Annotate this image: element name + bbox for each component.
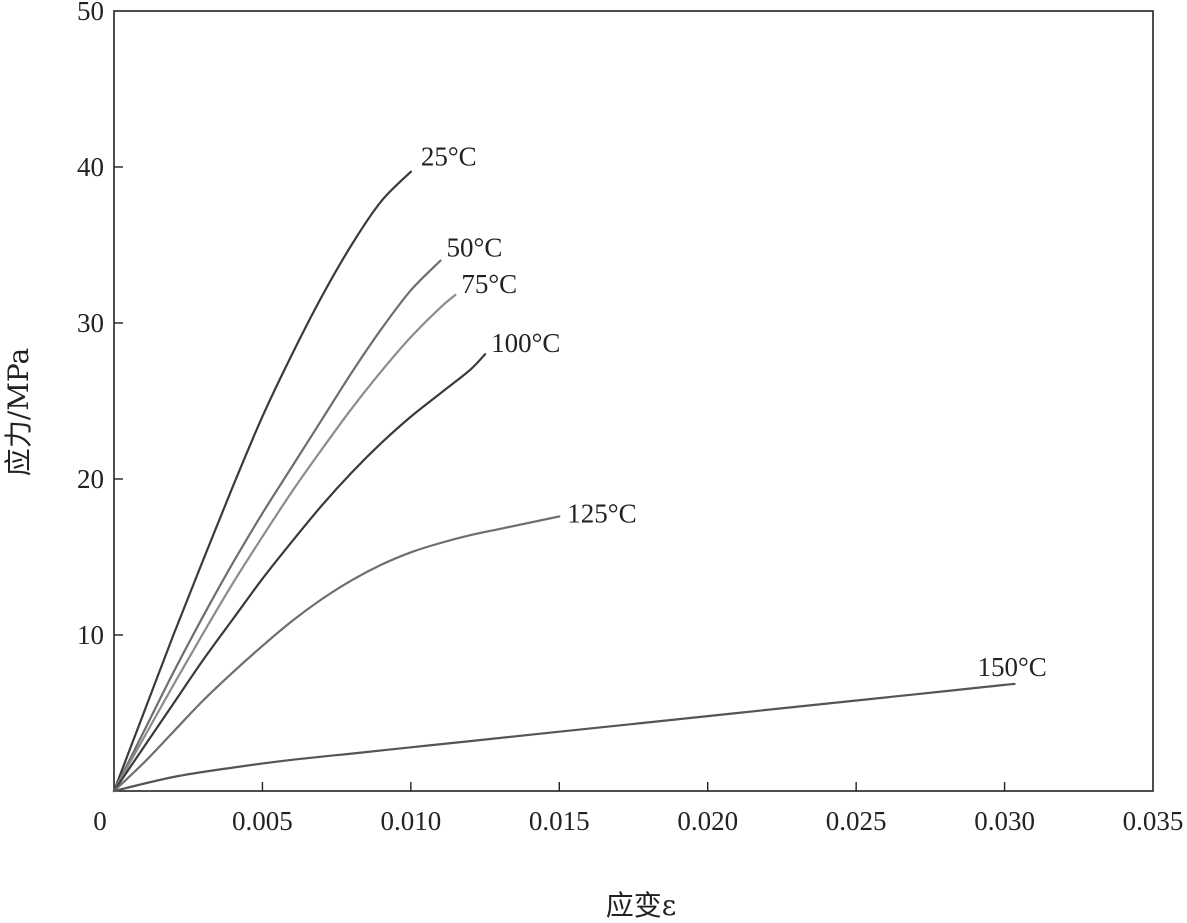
y-tick-label: 30: [77, 308, 104, 338]
x-tick-label: 0.005: [232, 806, 293, 836]
x-tick-label: 0.010: [380, 806, 441, 836]
x-axis-title: 应变ε: [606, 889, 677, 922]
series-line-50c: [112, 259, 442, 793]
series-label-150c: 150°C: [977, 652, 1046, 682]
x-tick-label: 0: [93, 806, 107, 836]
series-label-25c: 25°C: [421, 142, 477, 172]
y-tick-label: 50: [77, 0, 104, 26]
x-tick-label: 0.025: [826, 806, 887, 836]
series-line-150c: [112, 682, 1016, 793]
series-label-75c: 75°C: [461, 269, 517, 299]
y-axis-title: 应力/MPa: [2, 348, 35, 476]
y-tick-label: 40: [77, 152, 104, 182]
x-tick-label: 0.030: [974, 806, 1035, 836]
series-label-50c: 50°C: [447, 233, 503, 263]
x-tick-label: 0.015: [529, 806, 590, 836]
series-line-25c: [112, 170, 412, 793]
series-line-100c: [112, 353, 487, 793]
y-tick-label: 10: [77, 620, 104, 650]
series-line-125c: [112, 515, 561, 793]
series-label-100c: 100°C: [491, 328, 560, 358]
x-tick-label: 0.020: [677, 806, 738, 836]
x-tick-label: 0.035: [1123, 806, 1184, 836]
plot-frame: [113, 10, 1154, 792]
series-line-75c: [112, 293, 457, 793]
series-label-125c: 125°C: [567, 498, 636, 528]
y-tick-label: 20: [77, 464, 104, 494]
